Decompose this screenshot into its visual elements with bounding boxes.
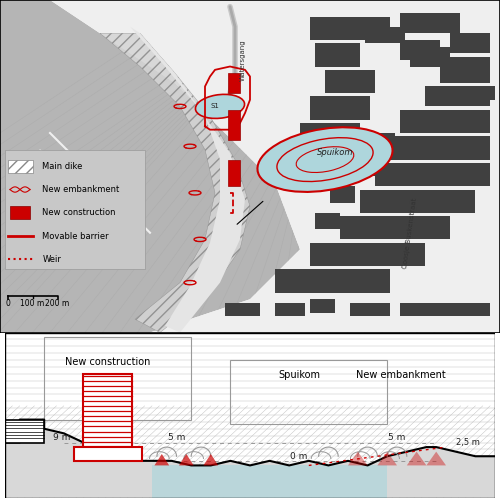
Polygon shape [310, 96, 370, 120]
Text: 5 m: 5 m [388, 433, 406, 442]
Bar [315, 213, 340, 230]
Text: Watersgang: Watersgang [240, 39, 246, 80]
Bar [5, 420, 44, 442]
Bar [365, 26, 405, 43]
Text: Weir: Weir [42, 255, 62, 264]
Text: 200 m: 200 m [46, 299, 70, 308]
Text: Movable barrier: Movable barrier [42, 232, 109, 240]
Ellipse shape [196, 94, 244, 118]
Bar [5, 150, 145, 270]
Bar [44, 337, 191, 419]
Polygon shape [310, 16, 390, 40]
Polygon shape [340, 216, 450, 240]
Bar [410, 46, 450, 66]
Polygon shape [130, 26, 245, 332]
Polygon shape [152, 466, 387, 498]
Text: New embankment: New embankment [356, 370, 446, 380]
Polygon shape [325, 70, 375, 93]
Text: Spuikom: Spuikom [278, 370, 320, 380]
Bar [310, 299, 335, 312]
Ellipse shape [296, 146, 354, 172]
Ellipse shape [277, 138, 373, 182]
Polygon shape [360, 190, 475, 213]
Polygon shape [290, 150, 340, 173]
Polygon shape [407, 452, 426, 466]
Polygon shape [315, 43, 360, 66]
Polygon shape [179, 454, 194, 466]
Polygon shape [154, 454, 169, 466]
Bar [84, 374, 132, 447]
Polygon shape [390, 136, 490, 160]
Text: New construction: New construction [65, 356, 150, 366]
Polygon shape [450, 33, 490, 53]
Bar [228, 160, 240, 186]
Bar [450, 56, 490, 73]
Bar [275, 302, 305, 316]
Polygon shape [440, 60, 490, 83]
Polygon shape [0, 0, 300, 332]
Text: 9 m: 9 m [52, 433, 70, 442]
Text: S1: S1 [210, 104, 220, 110]
Text: Spuikom: Spuikom [317, 148, 353, 158]
Bar [390, 246, 420, 260]
Polygon shape [310, 242, 425, 266]
Bar [380, 220, 405, 233]
Bar [370, 133, 395, 150]
Text: Main dike: Main dike [42, 162, 83, 171]
Bar [228, 73, 240, 93]
Polygon shape [378, 452, 397, 466]
Bar [465, 86, 495, 100]
Text: 0 m: 0 m [290, 452, 308, 460]
Bar [8, 160, 32, 173]
Bar [10, 206, 30, 220]
Bar [350, 272, 380, 286]
Bar [225, 302, 260, 316]
Bar [230, 360, 387, 424]
Text: New embankment: New embankment [42, 185, 120, 194]
Polygon shape [275, 270, 390, 292]
Ellipse shape [258, 128, 392, 192]
Polygon shape [400, 14, 460, 33]
Bar [350, 160, 375, 176]
Polygon shape [5, 420, 495, 498]
Text: Coosje Buskenstraat: Coosje Buskenstraat [402, 197, 418, 268]
Polygon shape [100, 33, 250, 332]
Polygon shape [50, 0, 500, 332]
Polygon shape [204, 454, 218, 466]
Polygon shape [74, 447, 142, 461]
Polygon shape [426, 452, 446, 466]
Polygon shape [400, 40, 440, 60]
Bar [74, 447, 142, 461]
Bar [228, 110, 240, 140]
Polygon shape [375, 163, 490, 186]
Text: 2,5 m: 2,5 m [456, 438, 479, 447]
Polygon shape [348, 452, 368, 466]
Bar [400, 302, 450, 316]
Text: New construction: New construction [42, 208, 116, 218]
Polygon shape [425, 86, 490, 106]
Polygon shape [400, 110, 490, 133]
Polygon shape [5, 420, 495, 498]
Bar [350, 302, 390, 316]
Bar [330, 186, 355, 203]
Polygon shape [300, 123, 360, 146]
Text: 0: 0 [5, 299, 10, 308]
Text: 100 m: 100 m [20, 299, 44, 308]
Text: 5 m: 5 m [168, 433, 185, 442]
Bar [450, 302, 490, 316]
